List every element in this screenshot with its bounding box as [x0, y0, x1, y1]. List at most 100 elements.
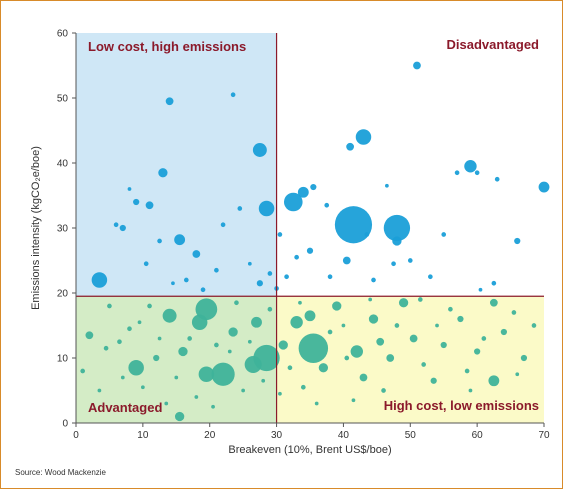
- data-point: [256, 280, 263, 287]
- data-point: [120, 375, 125, 380]
- data-point: [192, 250, 201, 258]
- data-point: [171, 281, 175, 286]
- data-point: [413, 61, 421, 70]
- y-tick-label: 30: [57, 224, 69, 235]
- data-point: [287, 365, 293, 371]
- data-point: [500, 328, 507, 336]
- data-point: [140, 385, 145, 390]
- data-point: [80, 368, 86, 374]
- data-point: [298, 300, 302, 305]
- quadrant-bg-1: [276, 33, 544, 297]
- data-point: [119, 224, 126, 232]
- x-tick-label: 50: [405, 430, 417, 441]
- data-point: [300, 384, 306, 390]
- data-point: [187, 336, 192, 341]
- data-point: [258, 200, 275, 217]
- data-point: [520, 354, 528, 362]
- data-point: [441, 232, 447, 237]
- data-point: [310, 183, 317, 191]
- data-point: [162, 308, 177, 323]
- data-point: [117, 339, 122, 345]
- data-point: [278, 391, 282, 396]
- y-axis-title: Emissions intensity (kgCO₂e/boe): [30, 146, 42, 310]
- data-point: [227, 349, 232, 354]
- data-point: [230, 92, 236, 98]
- data-point: [214, 267, 219, 273]
- data-point: [157, 336, 162, 341]
- data-point: [165, 97, 174, 106]
- data-point: [464, 160, 477, 173]
- data-point: [298, 333, 329, 363]
- x-axis-title: Breakeven (10%, Brent US$/boe): [228, 444, 391, 456]
- data-point: [234, 300, 239, 306]
- data-point: [381, 388, 386, 393]
- quadrant-labels: Low cost, high emissions Disadvantaged Adv…: [88, 37, 539, 415]
- data-point: [133, 198, 140, 206]
- data-point: [368, 297, 373, 302]
- data-point: [478, 287, 483, 292]
- data-point: [178, 346, 188, 357]
- data-point: [267, 271, 273, 276]
- data-point: [107, 303, 112, 309]
- data-point: [346, 142, 354, 151]
- data-point: [143, 261, 149, 267]
- data-point: [324, 202, 330, 208]
- data-point: [247, 339, 252, 344]
- data-point: [488, 375, 500, 387]
- data-point: [350, 345, 363, 358]
- data-point: [531, 323, 537, 328]
- x-tick-label: 40: [338, 430, 350, 441]
- data-point: [278, 340, 288, 350]
- data-point: [267, 306, 273, 312]
- data-point: [364, 232, 370, 237]
- data-point: [211, 362, 235, 386]
- x-tick-label: 70: [538, 430, 550, 441]
- data-point: [454, 170, 460, 176]
- data-point: [538, 181, 550, 193]
- data-point: [194, 395, 199, 399]
- data-point: [157, 238, 162, 244]
- data-point: [284, 274, 289, 280]
- x-tick-label: 20: [204, 430, 216, 441]
- tick-labels: 0 10 20 30 40 50 60 70 0 10 20 30 40 50 60: [57, 29, 550, 442]
- data-point: [237, 206, 243, 211]
- data-point: [283, 192, 303, 212]
- data-points: [80, 61, 550, 422]
- data-point: [174, 375, 179, 380]
- data-point: [468, 388, 473, 393]
- data-point: [103, 345, 109, 351]
- x-tick-label: 60: [472, 430, 484, 441]
- y-tick-label: 20: [57, 289, 69, 300]
- data-point: [368, 314, 379, 324]
- quadrant-backgrounds: [76, 33, 544, 423]
- data-point: [198, 366, 215, 382]
- y-tick-label: 60: [57, 29, 69, 40]
- data-point: [481, 336, 487, 341]
- quadrant-bg-0: [76, 33, 277, 297]
- data-point: [417, 297, 423, 302]
- data-point: [97, 388, 102, 393]
- data-point: [355, 129, 372, 145]
- data-point: [113, 222, 119, 228]
- data-point: [277, 232, 283, 237]
- data-point: [137, 320, 142, 325]
- data-point: [383, 214, 411, 242]
- data-point: [376, 337, 385, 346]
- data-point: [127, 326, 132, 332]
- threshold-lines: [76, 33, 544, 423]
- data-point: [332, 301, 342, 311]
- data-point: [409, 334, 418, 343]
- data-point: [491, 280, 497, 286]
- data-point: [334, 206, 373, 244]
- data-point: [147, 303, 152, 309]
- data-point: [145, 201, 154, 210]
- data-point: [385, 183, 389, 188]
- data-point: [421, 362, 426, 367]
- data-point: [327, 329, 333, 335]
- data-point: [494, 176, 500, 182]
- data-point: [153, 354, 160, 362]
- x-tick-label: 30: [271, 430, 283, 441]
- data-point: [244, 355, 262, 374]
- data-point: [252, 143, 267, 157]
